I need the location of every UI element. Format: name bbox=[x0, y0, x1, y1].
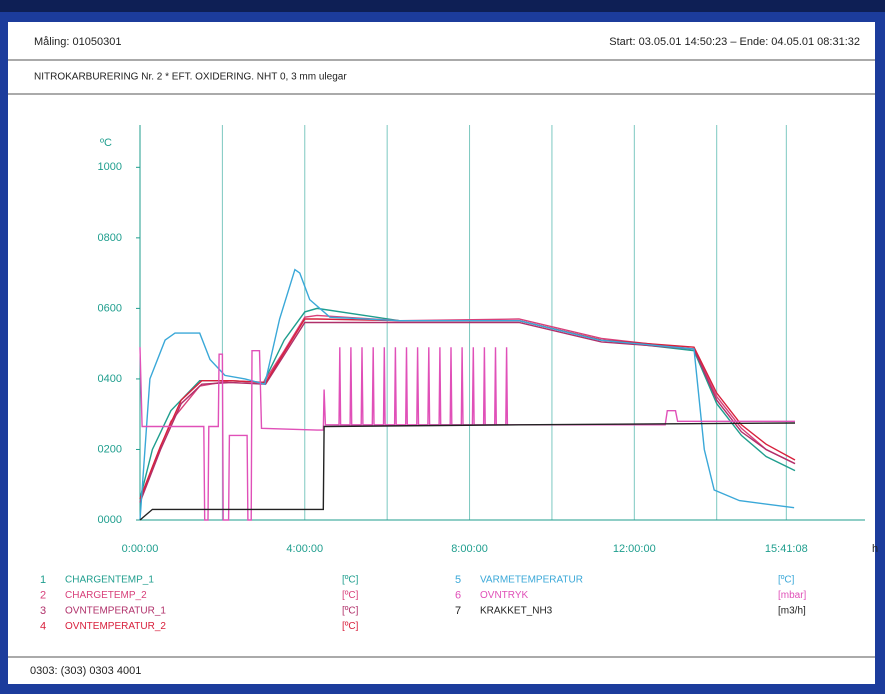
legend-number: 7 bbox=[455, 605, 461, 617]
legend-number: 6 bbox=[455, 589, 461, 601]
legend-label: VARMETEMPERATUR bbox=[480, 575, 583, 586]
y-tick-label: 1000 bbox=[98, 161, 122, 173]
legend-unit: [mbar] bbox=[778, 590, 807, 601]
y-tick-label: 0800 bbox=[98, 232, 122, 244]
y-unit: ºC bbox=[100, 137, 112, 149]
legend-label: OVNTRYK bbox=[480, 590, 528, 601]
x-tick-label: 4:00:00 bbox=[286, 543, 323, 555]
y-tick-label: 0600 bbox=[98, 302, 122, 314]
measurement: Måling: 01050301 bbox=[34, 36, 121, 48]
legend-unit: [ºC] bbox=[342, 590, 359, 601]
legend-label: OVNTEMPERATUR_2 bbox=[65, 621, 166, 632]
legend-unit: [m3/h] bbox=[778, 606, 806, 617]
x-tick-label: 15:41:08 bbox=[765, 543, 808, 555]
legend-number: 4 bbox=[40, 620, 46, 632]
y-tick-label: 0200 bbox=[98, 443, 122, 455]
legend-number: 5 bbox=[455, 574, 461, 586]
legend-label: OVNTEMPERATUR_1 bbox=[65, 606, 166, 617]
legend-unit: [ºC] bbox=[778, 575, 795, 586]
legend-label: CHARGETEMP_2 bbox=[65, 590, 147, 601]
top-strip bbox=[0, 0, 885, 12]
legend-number: 2 bbox=[40, 589, 46, 601]
page: Måling: 01050301 Start: 03.05.01 14:50:2… bbox=[0, 0, 885, 689]
y-tick-label: 0400 bbox=[98, 373, 122, 385]
description: NITROKARBURERING Nr. 2 * EFT. OXIDERING.… bbox=[34, 72, 347, 83]
legend-label: KRAKKET_NH3 bbox=[480, 606, 553, 617]
x-tick-label: 12:00:00 bbox=[613, 543, 656, 555]
legend-number: 1 bbox=[40, 574, 46, 586]
footer: 0303: (303) 0303 4001 bbox=[30, 665, 141, 677]
x-tick-label: 0:00:00 bbox=[122, 543, 159, 555]
legend-unit: [ºC] bbox=[342, 575, 359, 586]
x-tick-label: 8:00:00 bbox=[451, 543, 488, 555]
x-unit: h bbox=[872, 543, 878, 555]
period: Start: 03.05.01 14:50:23 – Ende: 04.05.0… bbox=[609, 36, 860, 48]
legend-unit: [ºC] bbox=[342, 621, 359, 632]
legend-unit: [ºC] bbox=[342, 606, 359, 617]
screen: Måling: 01050301 Start: 03.05.01 14:50:2… bbox=[0, 0, 885, 689]
legend-number: 3 bbox=[40, 605, 46, 617]
legend-label: CHARGENTEMP_1 bbox=[65, 575, 154, 586]
y-tick-label: 0000 bbox=[98, 514, 122, 526]
